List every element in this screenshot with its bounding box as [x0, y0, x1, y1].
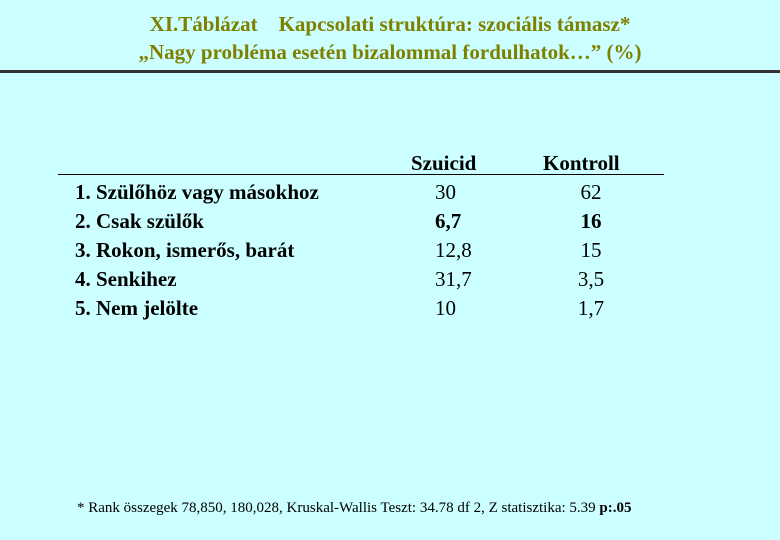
- table-row: 5. Nem jelölte 10 1,7: [0, 296, 780, 325]
- kontroll-value: 15: [580, 238, 602, 262]
- kontroll-value: 62: [580, 180, 602, 204]
- szuicid-value: 10: [435, 296, 456, 320]
- row-label: 4. Senkihez: [75, 267, 177, 291]
- szuicid-value: 6,7: [435, 209, 462, 233]
- kontroll-value: 1,7: [577, 296, 605, 320]
- page-title: XI.Táblázat Kapcsolati struktúra: szociá…: [0, 10, 780, 66]
- title-line-2: „Nagy probléma esetén bizalommal fordulh…: [138, 40, 642, 64]
- table-row: 4. Senkihez 31,7 3,5: [0, 267, 780, 296]
- row-label: 3. Rokon, ismerős, barát: [75, 238, 295, 262]
- title-line-1: XI.Táblázat Kapcsolati struktúra: szociá…: [149, 12, 631, 36]
- table-row: 1. Szülőhöz vagy másokhoz 30 62: [0, 180, 780, 209]
- table-row: 2. Csak szülők 6,7 16: [0, 209, 780, 238]
- table-header-rule: [58, 174, 664, 175]
- footnote: * Rank összegek 78,850, 180,028, Kruskal…: [77, 500, 632, 517]
- column-header-szuicid: Szuicid: [411, 151, 477, 175]
- szuicid-value: 31,7: [435, 267, 472, 291]
- szuicid-value: 30: [435, 180, 456, 204]
- footnote-p-value: p:.05: [599, 500, 632, 516]
- footnote-text: * Rank összegek 78,850, 180,028, Kruskal…: [77, 500, 600, 516]
- row-label: 1. Szülőhöz vagy másokhoz: [75, 180, 319, 204]
- table-row: 3. Rokon, ismerős, barát 12,8 15: [0, 238, 780, 267]
- column-header-kontroll: Kontroll: [543, 151, 620, 175]
- row-label: 5. Nem jelölte: [75, 296, 199, 320]
- szuicid-value: 12,8: [435, 238, 472, 262]
- row-label: 2. Csak szülők: [75, 209, 204, 233]
- kontroll-value: 3,5: [577, 267, 605, 291]
- title-divider: [0, 70, 780, 73]
- kontroll-value: 16: [580, 209, 602, 233]
